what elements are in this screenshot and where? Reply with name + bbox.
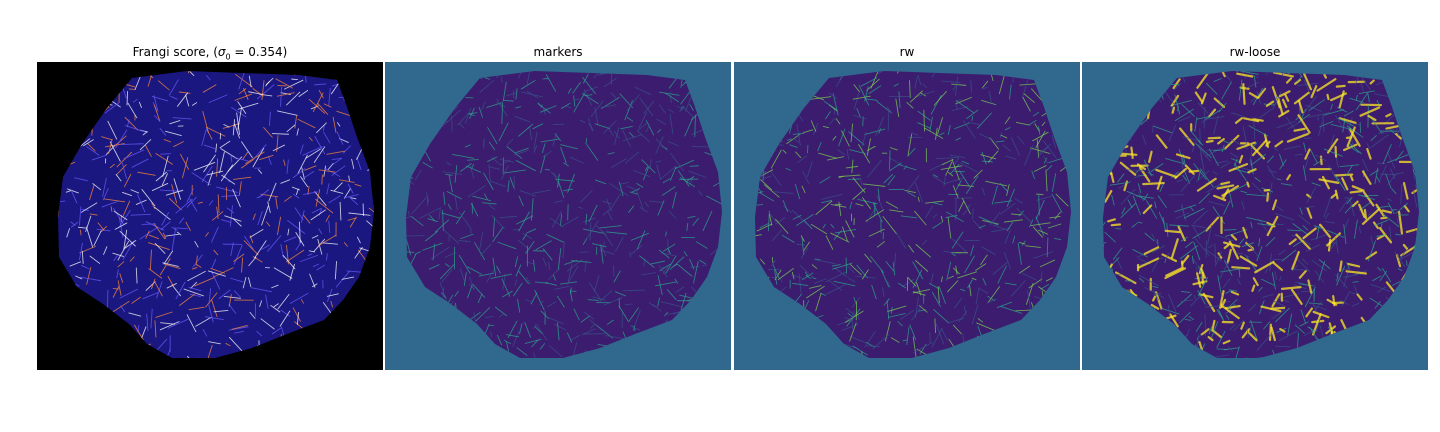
panel-frangi: Frangi score, (σ0 = 0.354)	[37, 42, 383, 370]
panel-title-rw-loose: rw-loose	[1229, 45, 1281, 59]
panel-markers: markers	[385, 42, 731, 370]
rw-image	[734, 62, 1080, 370]
markers-image	[385, 62, 731, 370]
title-sigma: σ	[217, 45, 226, 59]
rw-loose-image	[1082, 62, 1428, 370]
panel-title-frangi: Frangi score, (σ0 = 0.354)	[37, 42, 383, 62]
title-subscript: 0	[225, 52, 231, 62]
tissue-region	[755, 71, 1071, 358]
panel-rw-loose: rw-loose	[1082, 42, 1428, 370]
title-suffix: = 0.354)	[230, 45, 288, 59]
panel-title-markers: markers	[533, 45, 583, 59]
tissue-region	[58, 71, 374, 358]
title-prefix: Frangi score, (	[132, 45, 218, 59]
vessel-texture	[1103, 71, 1419, 358]
tissue-region	[1103, 71, 1419, 358]
panel-rw: rw	[734, 42, 1080, 370]
tissue-region	[406, 71, 722, 358]
frangi-image	[37, 62, 383, 370]
panel-title-rw: rw	[899, 45, 915, 59]
